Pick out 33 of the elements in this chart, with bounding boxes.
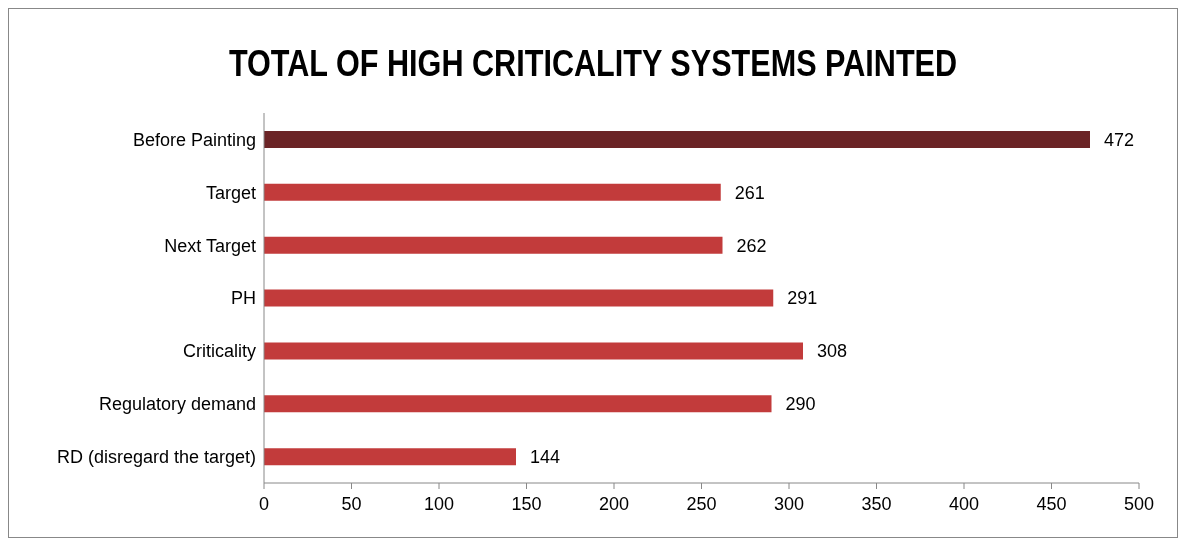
data-label: 308	[817, 341, 848, 362]
data-label: 261	[734, 182, 765, 203]
y-tick-label: PH	[230, 288, 256, 309]
bar	[264, 448, 516, 466]
bar	[264, 236, 723, 254]
x-tick-label: 300	[773, 493, 805, 514]
x-tick-label: 150	[511, 493, 542, 514]
bar	[264, 183, 721, 201]
bar	[264, 131, 1090, 148]
x-tick-label: 200	[598, 493, 630, 514]
x-tick-label: 250	[686, 493, 717, 514]
data-label: 472	[1104, 129, 1135, 150]
y-tick-label: Target	[205, 182, 256, 203]
x-tick-label: 350	[861, 493, 892, 514]
y-tick-label: Regulatory demand	[98, 394, 256, 415]
x-tick-label: 500	[1123, 493, 1155, 514]
chart-title: TOTAL OF HIGH CRITICALITY SYSTEMS PAINTED	[227, 42, 959, 86]
y-tick-label: Criticality	[182, 341, 256, 362]
y-tick-label: Before Painting	[132, 129, 256, 150]
data-label: 290	[785, 394, 816, 415]
bar	[264, 289, 774, 307]
x-tick-label: 100	[423, 493, 455, 514]
y-tick-label: Next Target	[164, 235, 256, 256]
data-label: 291	[787, 288, 818, 309]
x-tick-label: 400	[948, 493, 980, 514]
data-label: 144	[530, 447, 561, 468]
bar	[264, 342, 803, 360]
bar	[264, 395, 772, 413]
x-tick-label: 450	[1036, 493, 1067, 514]
x-tick-label: 50	[341, 493, 362, 514]
data-label: 262	[736, 235, 767, 256]
x-tick-label: 0	[258, 493, 270, 514]
y-tick-label: RD (disregard the target)	[56, 446, 256, 467]
